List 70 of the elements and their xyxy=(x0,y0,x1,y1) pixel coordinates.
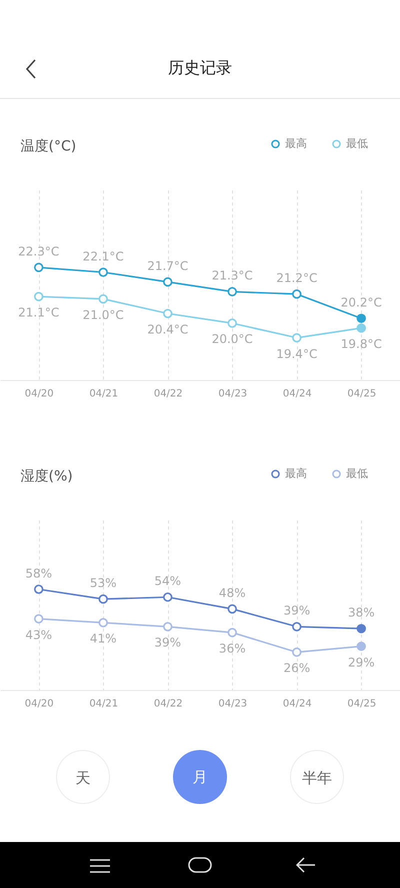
data-label: 21.1°C xyxy=(18,306,60,320)
point xyxy=(356,642,366,651)
point xyxy=(34,262,44,272)
legend-label: 最高 xyxy=(285,466,307,480)
data-label: 19.8°C xyxy=(340,337,382,352)
text: 天 xyxy=(56,750,110,804)
legend-label: 最低 xyxy=(346,136,368,150)
x-tick-label: 04/22 xyxy=(154,698,183,710)
point xyxy=(228,604,237,614)
x-tick-label: 04/21 xyxy=(89,388,118,400)
data-label: 22.3°C xyxy=(18,244,60,258)
x-tick-label: 04/22 xyxy=(154,388,183,400)
point xyxy=(98,594,108,604)
point xyxy=(356,624,366,634)
chart-title: 历史记录 xyxy=(167,58,233,79)
y-axis-title: 温度(°C) xyxy=(20,138,76,154)
point xyxy=(292,333,302,342)
point xyxy=(228,287,237,296)
data-label: 58% xyxy=(25,566,52,580)
point xyxy=(292,289,302,299)
point xyxy=(163,308,172,318)
x-tick-label: 04/20 xyxy=(24,698,54,710)
text: 半年 xyxy=(290,750,344,804)
y-axis-title: 湿度(%) xyxy=(20,468,73,484)
data-label: 43% xyxy=(25,628,52,642)
data-label: 39% xyxy=(154,636,182,650)
point xyxy=(34,614,44,624)
point xyxy=(292,648,302,657)
point xyxy=(34,584,44,594)
data-label: 54% xyxy=(154,574,182,588)
data-label: 48% xyxy=(218,586,246,600)
x-tick-label: 04/25 xyxy=(347,388,376,400)
data-label: 20.2°C xyxy=(340,295,382,310)
point xyxy=(356,314,366,324)
x-tick-label: 04/25 xyxy=(347,698,376,710)
legend-label: 最高 xyxy=(285,136,307,150)
legend-label: 最低 xyxy=(346,466,368,480)
point xyxy=(98,618,108,628)
point xyxy=(163,592,172,602)
data-label: 53% xyxy=(90,576,117,590)
data-label: 19.4°C xyxy=(276,346,318,361)
x-tick-label: 04/21 xyxy=(89,698,118,710)
data-label: 21.0°C xyxy=(82,308,124,322)
data-label: 38% xyxy=(348,606,375,620)
point xyxy=(163,277,172,287)
point xyxy=(228,628,237,638)
x-tick-label: 04/23 xyxy=(218,388,248,400)
data-label: 20.4°C xyxy=(147,322,188,337)
data-label: 21.3°C xyxy=(212,268,253,283)
data-label: 22.1°C xyxy=(82,249,124,264)
point xyxy=(292,622,302,632)
point xyxy=(356,323,366,333)
data-label: 26% xyxy=(283,661,310,676)
data-label: 21.2°C xyxy=(276,271,318,286)
data-label: 36% xyxy=(218,642,246,656)
point xyxy=(163,622,172,632)
data-label: 20.0°C xyxy=(212,332,253,346)
point xyxy=(34,292,44,302)
x-tick-label: 04/24 xyxy=(282,388,312,400)
data-label: 21.7°C xyxy=(147,258,188,273)
data-label: 39% xyxy=(283,604,310,618)
point xyxy=(228,318,237,328)
text: 月 xyxy=(173,750,227,804)
x-tick-label: 04/23 xyxy=(218,698,248,710)
x-tick-label: 04/20 xyxy=(24,388,54,400)
point xyxy=(98,294,108,304)
point xyxy=(98,268,108,277)
x-tick-label: 04/24 xyxy=(282,698,312,710)
data-label: 41% xyxy=(90,632,117,646)
data-label: 29% xyxy=(348,655,375,670)
